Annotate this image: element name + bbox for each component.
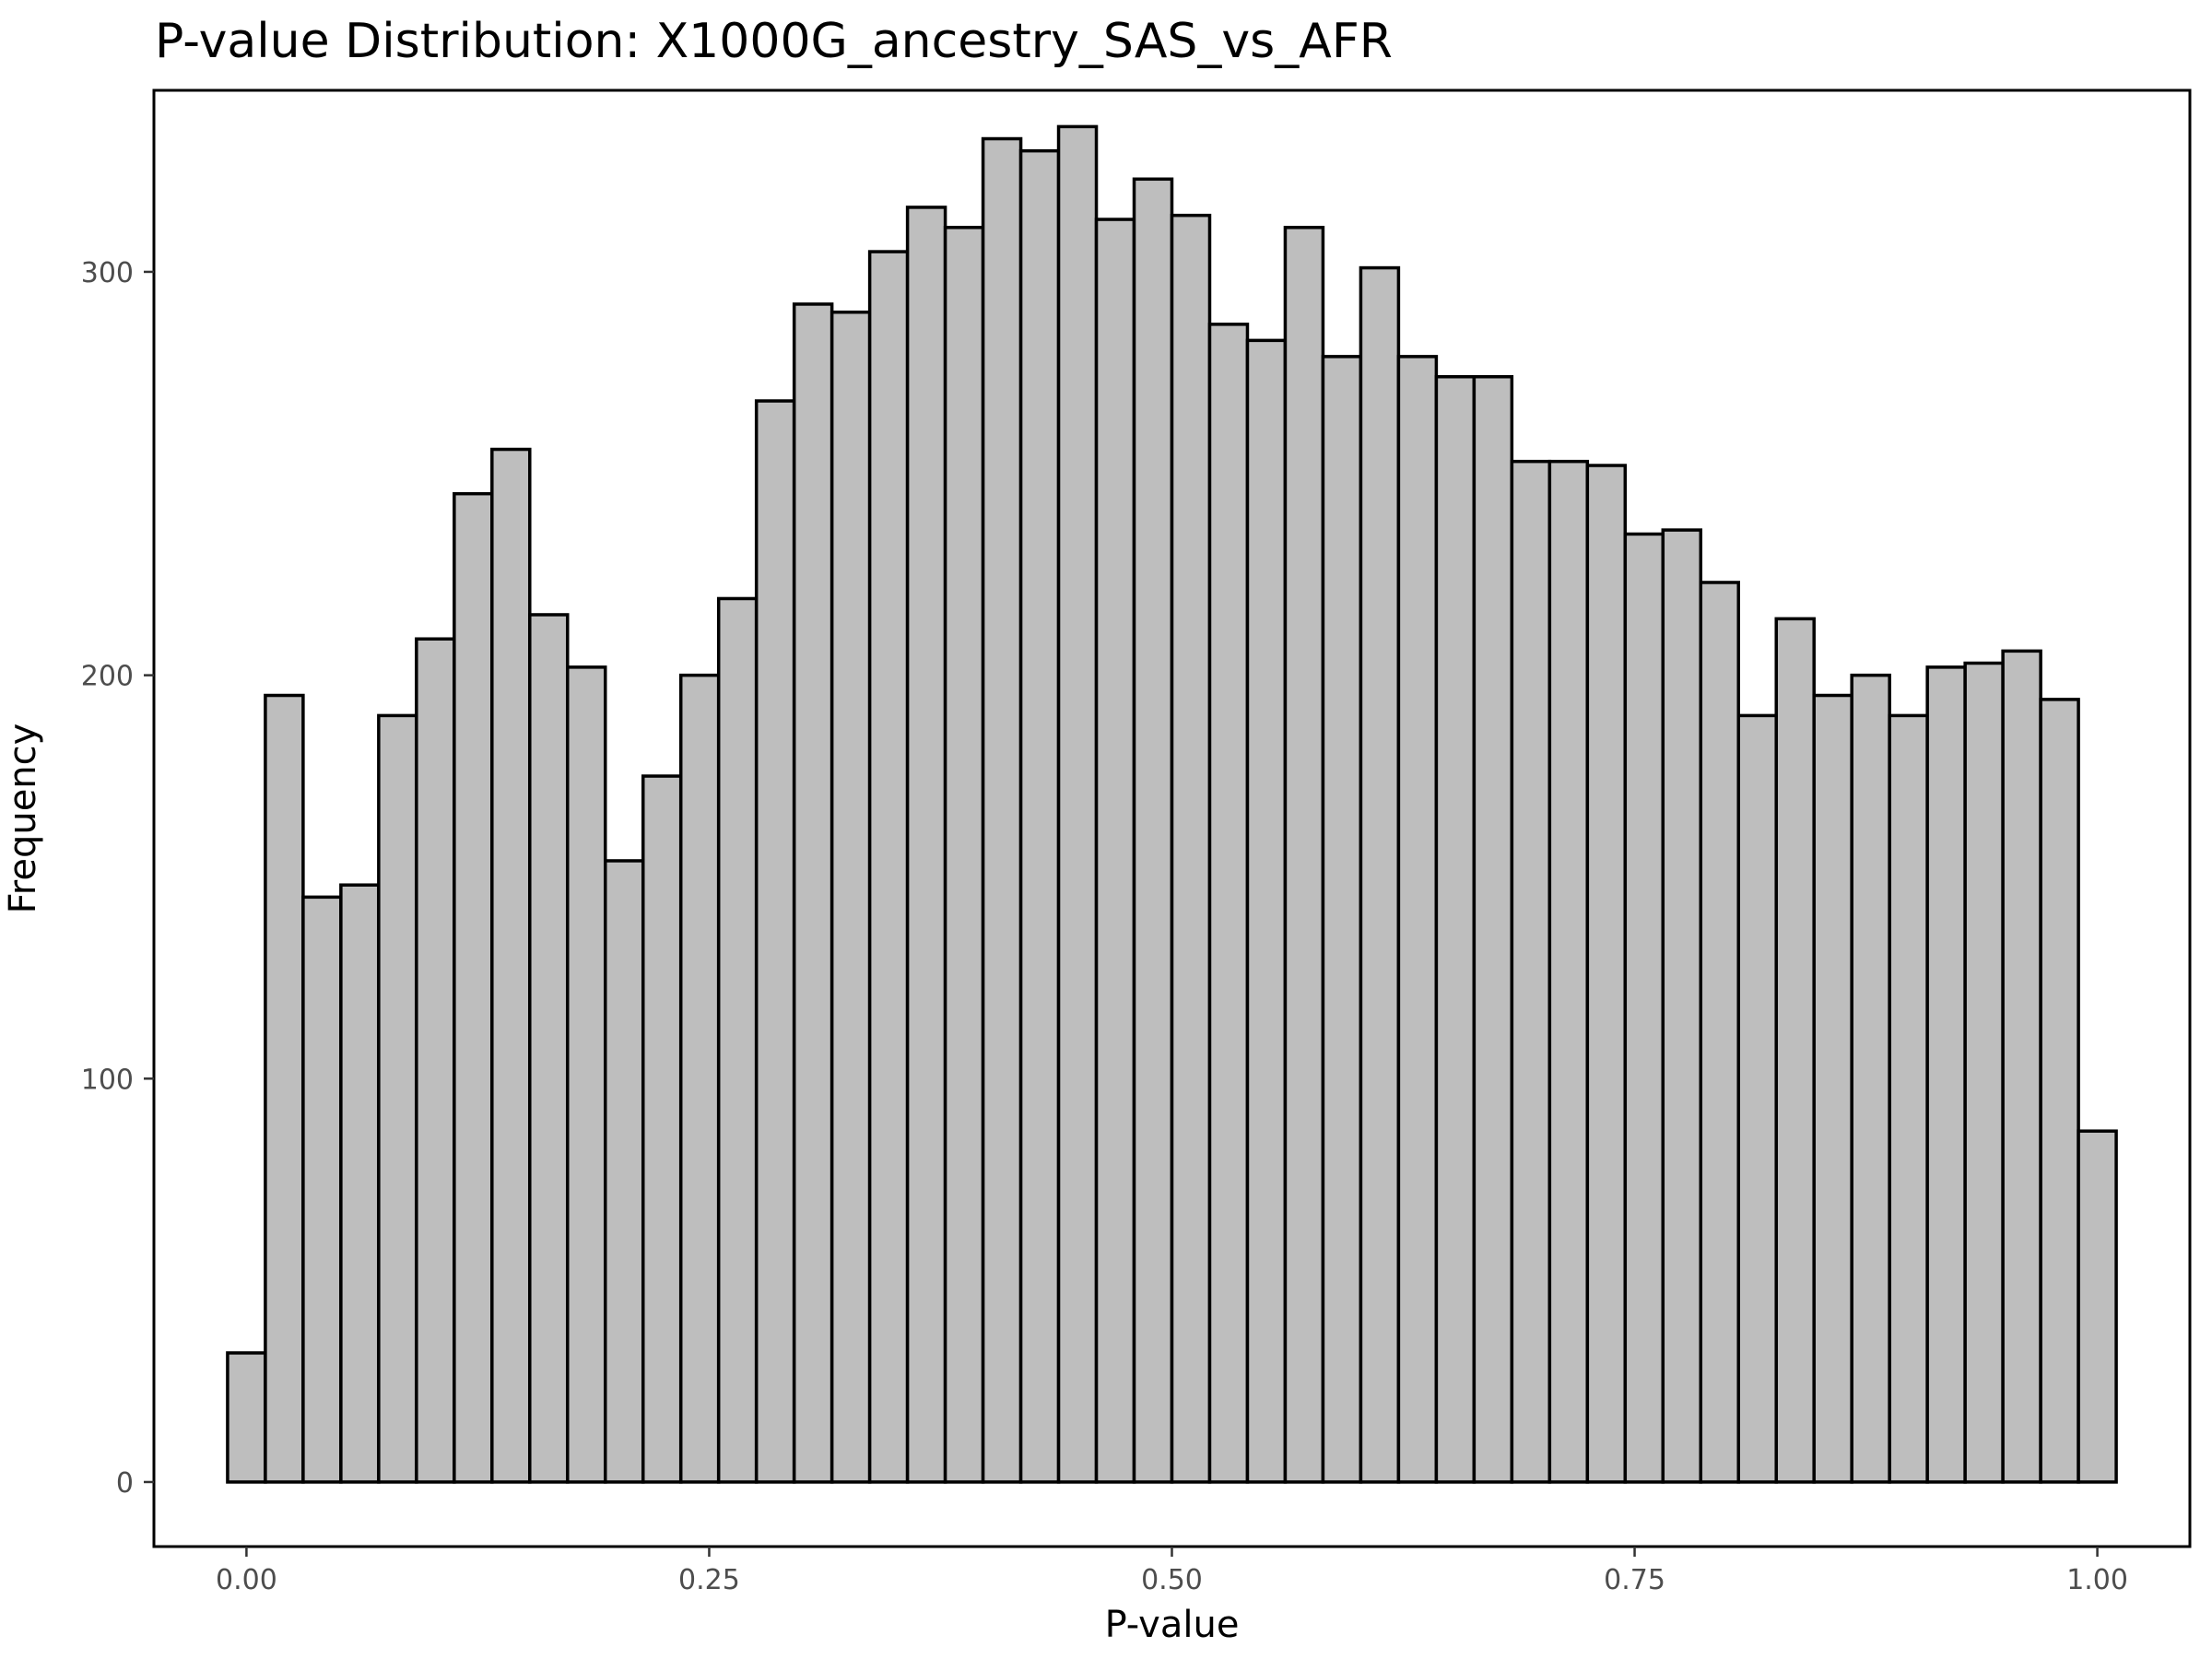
bars-group xyxy=(226,124,2118,1484)
histogram-bar xyxy=(1170,213,1212,1484)
y-tick-label: 200 xyxy=(81,661,134,693)
histogram-bar xyxy=(2077,1129,2118,1484)
x-tick-label: 0.50 xyxy=(1141,1564,1203,1596)
histogram-bar xyxy=(1396,355,1439,1484)
histogram-bar xyxy=(1245,338,1288,1484)
histogram-bar xyxy=(604,859,645,1484)
x-tick-label: 0.75 xyxy=(1604,1564,1665,1596)
histogram-bar xyxy=(641,774,683,1484)
histogram-bar xyxy=(905,206,947,1484)
histogram-bar xyxy=(415,637,456,1484)
x-axis: 0.00 0.25 0.50 0.75 1.00 xyxy=(216,1547,2128,1596)
histogram-bar xyxy=(792,302,834,1484)
histogram-bar xyxy=(1585,464,1628,1484)
x-tick-label: 1.00 xyxy=(2066,1564,2128,1596)
histogram-bar xyxy=(1094,218,1136,1484)
histogram-bar xyxy=(1850,673,1891,1484)
histogram-bar xyxy=(1207,323,1250,1484)
histogram-bar xyxy=(1018,148,1061,1484)
histogram-bar xyxy=(339,883,381,1484)
histogram-bar xyxy=(2039,698,2080,1484)
histogram-bar xyxy=(981,136,1023,1484)
histogram-bar xyxy=(1510,459,1552,1484)
histogram-bar xyxy=(453,491,494,1484)
histogram-bar xyxy=(1963,661,2005,1484)
histogram-bar xyxy=(1623,532,1665,1484)
histogram-bar xyxy=(1661,528,1703,1484)
histogram-bar xyxy=(830,310,872,1484)
x-tick-label: 0.25 xyxy=(678,1564,740,1596)
histogram-bar xyxy=(264,693,305,1484)
histogram-bar xyxy=(226,1351,267,1484)
histogram-bar xyxy=(1321,355,1363,1484)
histogram-bar xyxy=(528,613,570,1484)
histogram-bar xyxy=(1472,374,1514,1484)
histogram-bar xyxy=(1434,374,1477,1484)
histogram-bar xyxy=(377,713,418,1484)
histogram-bar xyxy=(1359,265,1401,1484)
histogram-bar xyxy=(678,673,721,1484)
histogram-bar xyxy=(301,895,343,1484)
histogram-bar xyxy=(1547,459,1590,1484)
y-axis-label: Frequency xyxy=(2,724,44,914)
histogram-bar xyxy=(1888,713,1929,1484)
histogram-bar xyxy=(490,447,532,1484)
histogram-bar xyxy=(2001,649,2042,1484)
x-tick-label: 0.00 xyxy=(216,1564,277,1596)
y-tick-label: 100 xyxy=(81,1064,134,1096)
histogram-bar xyxy=(716,596,759,1484)
histogram-bar xyxy=(754,399,796,1484)
y-tick-label: 0 xyxy=(116,1467,134,1500)
y-axis: 0 100 200 300 xyxy=(81,257,154,1500)
histogram-bar xyxy=(1283,226,1325,1484)
histogram-bar xyxy=(1056,124,1099,1484)
histogram-bar xyxy=(943,226,985,1484)
histogram-bar xyxy=(1774,617,1816,1484)
histogram-bar xyxy=(1699,581,1740,1484)
x-axis-label: P-value xyxy=(1105,1604,1240,1646)
y-tick-label: 300 xyxy=(81,257,134,289)
histogram-bar xyxy=(867,250,910,1484)
histogram-bar xyxy=(1925,665,1967,1484)
histogram-bar xyxy=(566,665,607,1484)
chart-title: P-value Distribution: X1000G_ancestry_SA… xyxy=(155,14,1393,69)
histogram-bar xyxy=(1736,713,1778,1484)
histogram-bar xyxy=(1132,177,1174,1484)
histogram-bar xyxy=(1812,693,1853,1484)
